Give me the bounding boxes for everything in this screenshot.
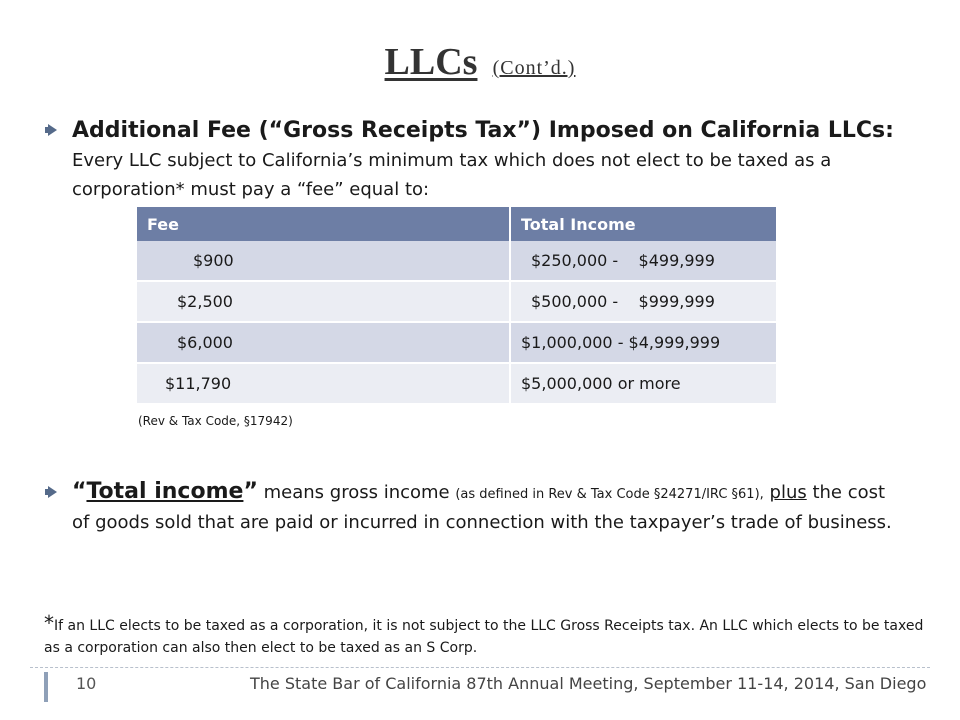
citation: (Rev & Tax Code, §17942) (138, 414, 293, 428)
bullet-body: Every LLC subject to California’s minimu… (72, 150, 832, 200)
footer-text: The State Bar of California 87th Annual … (250, 674, 927, 693)
plus-word: plus (769, 482, 807, 503)
slide-title: LLCs (Cont’d.) (0, 40, 960, 84)
quote-open: “ (72, 479, 87, 504)
footnote-text: If an LLC elects to be taxed as a corpor… (44, 618, 924, 656)
footer-divider (30, 667, 930, 668)
bullet-arrow-icon (45, 124, 57, 136)
bullet-lead: Additional Fee (“Gross Receipts Tax”) Im… (72, 118, 894, 143)
table-row: $2,500 $500,000 - $999,999 (137, 281, 776, 323)
definition-paren: (as defined in Rev & Tax Code §24271/IRC… (455, 487, 764, 502)
fee-cell: $2,500 (137, 281, 511, 323)
definition-rest: the cost of goods sold that are paid or … (72, 482, 892, 533)
table-row: $11,790 $5,000,000 or more (137, 363, 776, 405)
fee-cell: $6,000 (137, 322, 511, 364)
income-cell: $500,000 - $999,999 (510, 281, 776, 323)
bullet-text: Additional Fee (“Gross Receipts Tax”) Im… (72, 116, 898, 204)
bullet-arrow-icon (45, 486, 57, 498)
fee-cell: $11,790 (137, 363, 511, 405)
header-fee: Fee (137, 207, 511, 241)
title-subtitle: (Cont’d.) (492, 57, 576, 79)
quote-close: ” (243, 479, 258, 504)
term-total-income: Total income (86, 479, 244, 504)
fee-cell: $900 (137, 241, 511, 282)
bullet-gross-receipts: Additional Fee (“Gross Receipts Tax”) Im… (45, 116, 898, 204)
bullet-total-income: “Total income” means gross income (as de… (45, 478, 898, 537)
footnote-star: * (44, 611, 54, 635)
income-cell: $250,000 - $499,999 (510, 241, 776, 282)
table-row: $900 $250,000 - $499,999 (137, 241, 776, 282)
definition-text: means gross income (257, 482, 456, 503)
header-total-income: Total Income (510, 207, 776, 241)
fee-table: Fee Total Income $900 $250,000 - $499,99… (137, 207, 776, 405)
table-row: $6,000 $1,000,000 - $4,999,999 (137, 322, 776, 364)
title-main: LLCs (384, 41, 478, 83)
footer-accent-bar (44, 672, 48, 702)
page-number: 10 (76, 674, 97, 693)
table-header-row: Fee Total Income (137, 207, 776, 241)
footnote: *If an LLC elects to be taxed as a corpo… (44, 612, 924, 659)
bullet-text: “Total income” means gross income (as de… (72, 478, 898, 537)
income-cell: $1,000,000 - $4,999,999 (510, 322, 776, 364)
income-cell: $5,000,000 or more (510, 363, 776, 405)
